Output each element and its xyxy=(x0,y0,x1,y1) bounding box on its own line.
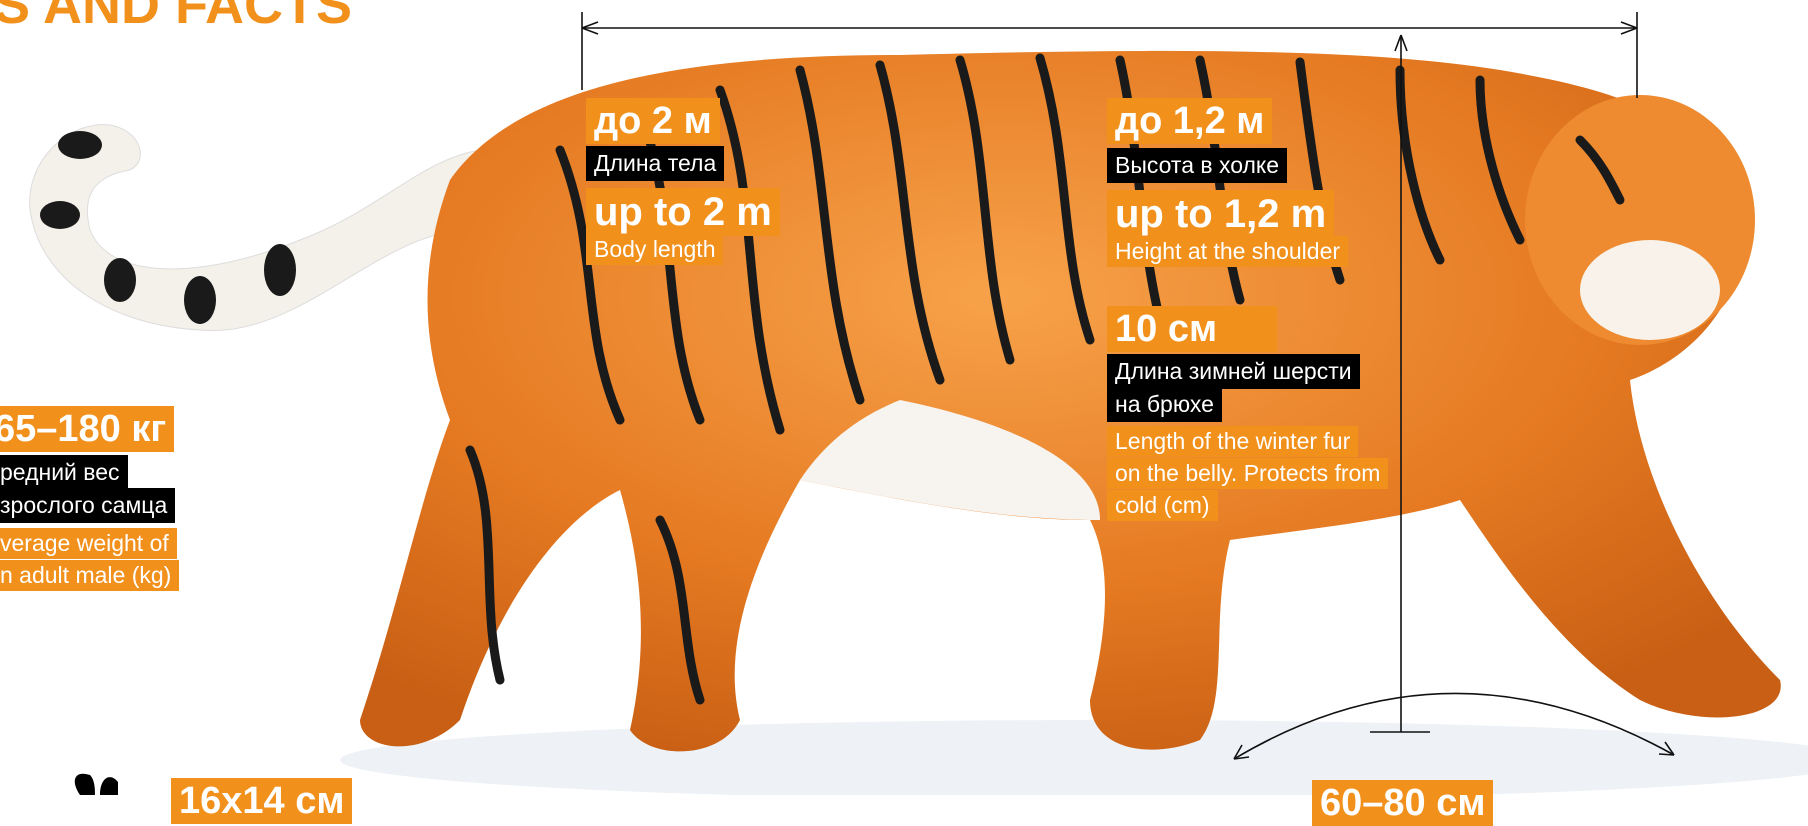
weight-value: 65–180 кг xyxy=(0,406,174,452)
page: S AND FACTS до 2 м Длина тела up to 2 m … xyxy=(0,0,1808,795)
weight-label-en: n adult male (kg) xyxy=(0,560,179,591)
paw-icon xyxy=(75,774,118,795)
fact-value-ru: до 2 м xyxy=(586,98,720,144)
fact-value-ru: 10 см xyxy=(1107,306,1277,352)
fact-label-en: cold (cm) xyxy=(1107,490,1218,521)
fact-label-en: on the belly. Protects from xyxy=(1107,458,1388,489)
snow-shadow xyxy=(340,720,1808,795)
weight-label-ru: зрослого самца xyxy=(0,488,175,523)
fact-label-en: Length of the winter fur xyxy=(1107,426,1358,457)
weight-label-ru: редний вес xyxy=(0,455,128,490)
tail xyxy=(30,125,480,331)
fact-label-en: Height at the shoulder xyxy=(1107,236,1348,267)
paw-size: 16х14 см xyxy=(171,778,352,824)
fact-label-ru: Высота в холке xyxy=(1107,148,1287,183)
fact-label-ru: на брюхе xyxy=(1107,389,1222,422)
illustration xyxy=(0,0,1808,795)
weight-label-en: verage weight of xyxy=(0,528,177,559)
fact-value-ru: до 1,2 м xyxy=(1107,98,1272,144)
stride-length: 60–80 см xyxy=(1312,780,1493,826)
title: S AND FACTS xyxy=(0,0,352,32)
fact-label-ru: Длина тела xyxy=(586,146,724,181)
fact-value-en: up to 2 m xyxy=(586,188,780,236)
muzzle xyxy=(1580,240,1720,340)
fact-label-en: Body length xyxy=(586,234,723,265)
fact-label-ru: Длина зимней шерсти xyxy=(1107,354,1360,389)
fact-value-en: up to 1,2 m xyxy=(1107,190,1334,238)
